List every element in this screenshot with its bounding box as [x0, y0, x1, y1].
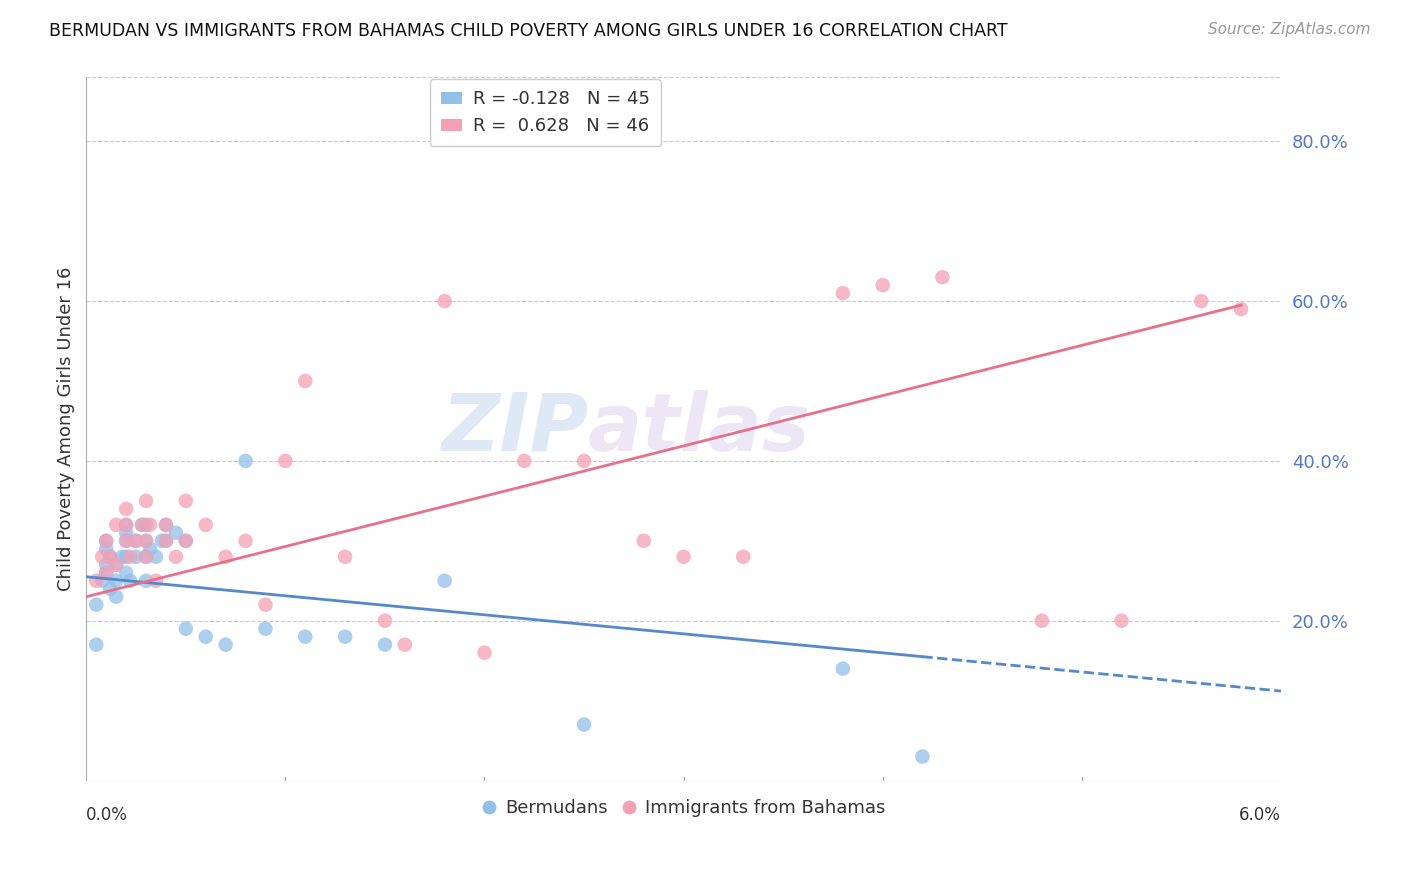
Point — [155, 533, 177, 548]
Point — [374, 614, 396, 628]
Text: 0.0%: 0.0% — [86, 806, 128, 824]
Text: ZIP: ZIP — [440, 390, 588, 468]
Point — [1230, 302, 1253, 317]
Point — [174, 533, 197, 548]
Point — [474, 646, 496, 660]
Point — [672, 549, 695, 564]
Point — [333, 549, 356, 564]
Point — [105, 574, 128, 588]
Point — [105, 590, 128, 604]
Point — [98, 549, 121, 564]
Point — [872, 278, 894, 293]
Point — [84, 598, 107, 612]
Point — [194, 517, 217, 532]
Point — [135, 533, 157, 548]
Point — [131, 517, 153, 532]
Point — [115, 517, 138, 532]
Point — [131, 517, 153, 532]
Point — [91, 574, 114, 588]
Point — [115, 566, 138, 580]
Point — [294, 374, 316, 388]
Point — [433, 294, 456, 309]
Point — [214, 549, 236, 564]
Point — [111, 549, 134, 564]
Point — [1031, 614, 1053, 628]
Point — [831, 662, 853, 676]
Point — [174, 622, 197, 636]
Point — [115, 549, 138, 564]
Point — [294, 630, 316, 644]
Point — [155, 517, 177, 532]
Point — [235, 533, 257, 548]
Point — [125, 533, 148, 548]
Point — [572, 717, 595, 731]
Point — [115, 533, 138, 548]
Point — [194, 630, 217, 644]
Point — [254, 598, 277, 612]
Point — [115, 501, 138, 516]
Point — [135, 533, 157, 548]
Point — [135, 549, 157, 564]
Point — [572, 454, 595, 468]
Point — [96, 558, 118, 572]
Point — [333, 630, 356, 644]
Point — [91, 549, 114, 564]
Point — [84, 574, 107, 588]
Point — [135, 517, 157, 532]
Point — [96, 566, 118, 580]
Point — [105, 517, 128, 532]
Point — [145, 574, 167, 588]
Point — [98, 549, 121, 564]
Point — [105, 558, 128, 572]
Point — [633, 533, 655, 548]
Point — [374, 638, 396, 652]
Text: atlas: atlas — [588, 390, 811, 468]
Point — [235, 454, 257, 468]
Point — [1111, 614, 1133, 628]
Point — [120, 549, 142, 564]
Point — [125, 533, 148, 548]
Point — [105, 558, 128, 572]
Point — [174, 494, 197, 508]
Point — [125, 549, 148, 564]
Point — [96, 533, 118, 548]
Point — [115, 525, 138, 540]
Point — [135, 549, 157, 564]
Point — [165, 525, 187, 540]
Point — [254, 622, 277, 636]
Point — [733, 549, 755, 564]
Point — [115, 533, 138, 548]
Point — [96, 541, 118, 556]
Point — [96, 566, 118, 580]
Point — [931, 270, 953, 285]
Y-axis label: Child Poverty Among Girls Under 16: Child Poverty Among Girls Under 16 — [58, 267, 75, 591]
Text: BERMUDAN VS IMMIGRANTS FROM BAHAMAS CHILD POVERTY AMONG GIRLS UNDER 16 CORRELATI: BERMUDAN VS IMMIGRANTS FROM BAHAMAS CHIL… — [49, 22, 1008, 40]
Point — [911, 749, 934, 764]
Point — [831, 286, 853, 301]
Legend: Bermudans, Immigrants from Bahamas: Bermudans, Immigrants from Bahamas — [474, 792, 893, 824]
Text: 6.0%: 6.0% — [1239, 806, 1281, 824]
Point — [150, 533, 173, 548]
Point — [174, 533, 197, 548]
Point — [165, 549, 187, 564]
Point — [433, 574, 456, 588]
Point — [98, 582, 121, 596]
Point — [96, 533, 118, 548]
Point — [115, 517, 138, 532]
Point — [155, 517, 177, 532]
Point — [84, 638, 107, 652]
Point — [274, 454, 297, 468]
Point — [135, 574, 157, 588]
Point — [135, 494, 157, 508]
Point — [1189, 294, 1212, 309]
Point — [214, 638, 236, 652]
Point — [139, 517, 162, 532]
Point — [155, 533, 177, 548]
Point — [394, 638, 416, 652]
Text: Source: ZipAtlas.com: Source: ZipAtlas.com — [1208, 22, 1371, 37]
Point — [513, 454, 536, 468]
Point — [120, 574, 142, 588]
Point — [145, 549, 167, 564]
Point — [139, 541, 162, 556]
